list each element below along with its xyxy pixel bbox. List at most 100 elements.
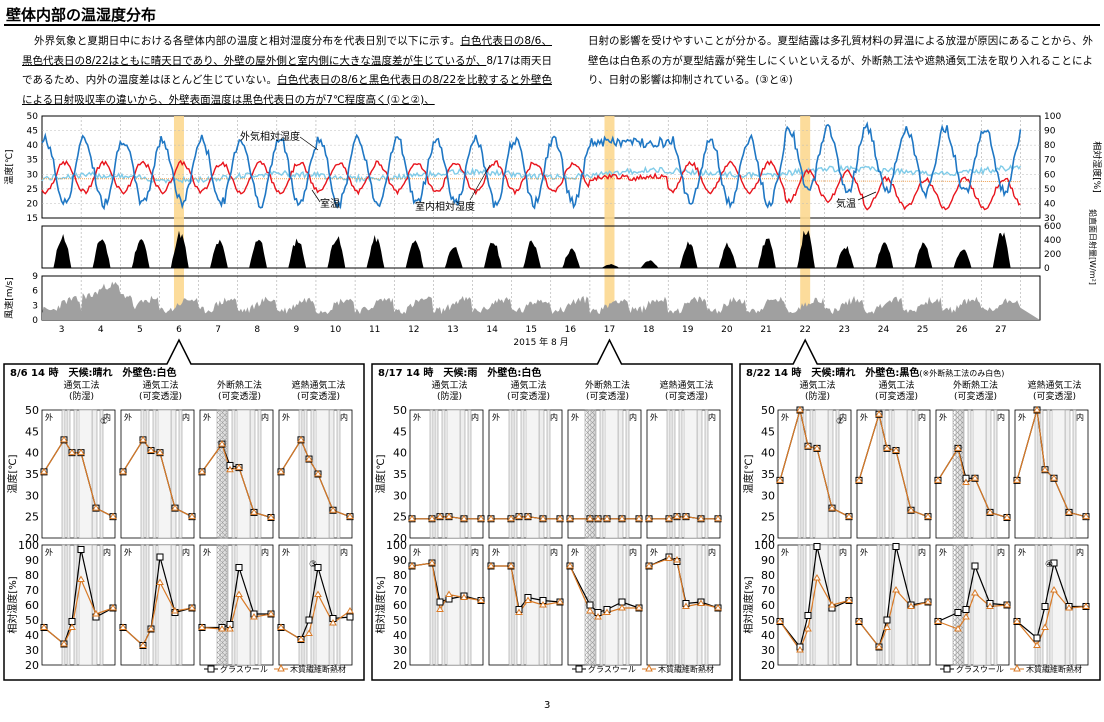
temp-tick: 45 bbox=[393, 425, 407, 438]
indoor-label: 内 bbox=[997, 412, 1005, 422]
cellulose-point bbox=[68, 623, 76, 630]
paragraph-left: 外界気象と夏期日中における各壁体内部の温度と相対湿度分布を代表日別で以下に示す。… bbox=[22, 32, 552, 110]
cellulose-point bbox=[60, 435, 68, 443]
legend-cf-label: 木質繊維断熱材 bbox=[1026, 664, 1082, 674]
legend-cf-marker bbox=[1013, 663, 1021, 672]
temp-tick: 45 bbox=[25, 425, 39, 438]
cellulose-point bbox=[428, 514, 436, 522]
exterior-insulation-layer bbox=[584, 409, 596, 539]
outdoor-label: 外 bbox=[124, 412, 132, 422]
rh-subplot-frame bbox=[409, 544, 484, 666]
indoor-label: 内 bbox=[340, 547, 348, 557]
annotation-indoor-rh: 室内相対湿度 bbox=[415, 200, 475, 213]
wall-layer bbox=[914, 409, 919, 539]
cellulose-point bbox=[907, 602, 915, 609]
outdoor-label: 外 bbox=[203, 547, 211, 557]
glasswool-point bbox=[883, 616, 891, 624]
wall-layer bbox=[467, 409, 472, 539]
annotation-leader bbox=[469, 164, 491, 201]
cellulose-point bbox=[92, 504, 100, 511]
wall-layer bbox=[993, 409, 998, 539]
panel-header-note: (※外断熱工法のみ白色) bbox=[919, 368, 1004, 378]
insulation-layer bbox=[972, 409, 987, 539]
indoor-label: 内 bbox=[340, 412, 348, 422]
cellulose-point bbox=[40, 467, 48, 475]
x-tick-day: 11 bbox=[369, 325, 380, 335]
wall-layer bbox=[625, 409, 630, 539]
cellulose-point bbox=[460, 514, 468, 522]
cellulose-point bbox=[986, 508, 994, 515]
x-tick-day: 3 bbox=[59, 325, 65, 335]
weather-ytick-right: 100 bbox=[1044, 112, 1061, 122]
wall-layer bbox=[1039, 409, 1044, 539]
wind-ytick: 6 bbox=[32, 287, 38, 297]
rh-tick: 40 bbox=[25, 629, 39, 642]
insulation-layer bbox=[1051, 409, 1066, 539]
indoor-label: 内 bbox=[708, 547, 716, 557]
wall-layer bbox=[599, 544, 604, 666]
cellulose-point bbox=[828, 601, 836, 608]
cellulose-point bbox=[804, 442, 812, 449]
cellulose-point bbox=[603, 608, 611, 615]
weather-ytick-left: 35 bbox=[27, 156, 38, 166]
wall-layer bbox=[985, 409, 992, 539]
cellulose-point bbox=[119, 623, 127, 630]
cellulose-point bbox=[346, 607, 354, 614]
weather-ytick-left: 45 bbox=[27, 127, 38, 137]
cellulose-point bbox=[147, 446, 155, 454]
cellulose-point bbox=[109, 604, 117, 611]
cellulose-point bbox=[68, 448, 76, 456]
cellulose-point bbox=[77, 575, 85, 582]
cellulose-point bbox=[156, 578, 164, 585]
wall-layer bbox=[508, 544, 513, 666]
glasswool-point bbox=[1050, 559, 1058, 567]
wall-layer bbox=[625, 544, 630, 666]
column-title: 通気工法 bbox=[878, 379, 914, 391]
wall-layer bbox=[797, 409, 802, 539]
cellulose-point bbox=[924, 598, 932, 605]
legend-glasswool-marker bbox=[207, 665, 215, 673]
weather-ytick-left: 40 bbox=[27, 141, 39, 151]
insulation-layer bbox=[525, 544, 540, 666]
wall-layer bbox=[546, 544, 551, 666]
cellulose-point bbox=[156, 448, 164, 456]
para-sentence-4: 白色代表日の8/6と黒色代表日の8/22を比較すると外壁色による日射吸収率の違い… bbox=[22, 74, 552, 106]
temp-subplot-frame bbox=[41, 409, 116, 539]
wall-layer bbox=[145, 544, 150, 666]
temp-tick: 30 bbox=[25, 489, 39, 502]
cellulose-point bbox=[813, 444, 821, 451]
wall-layer bbox=[704, 409, 709, 539]
glasswool-point bbox=[962, 606, 970, 613]
series-outdoor-rh bbox=[41, 121, 1022, 211]
indoor-label: 内 bbox=[708, 412, 716, 422]
cellulose-point bbox=[515, 608, 523, 615]
rh-tick: 100 bbox=[18, 539, 39, 552]
outdoor-label: 外 bbox=[492, 547, 500, 557]
wall-layer bbox=[459, 544, 466, 666]
temp-tick: 25 bbox=[393, 511, 407, 524]
cellulose-point bbox=[305, 455, 313, 462]
temp-tick: 25 bbox=[761, 511, 775, 524]
column-subtitle: (可変透湿) bbox=[297, 390, 340, 402]
temp-subplot-frame bbox=[199, 409, 274, 539]
wall-layer bbox=[671, 409, 676, 539]
cellulose-point bbox=[92, 610, 100, 617]
wall-layer bbox=[809, 544, 814, 666]
insulation-layer bbox=[525, 409, 540, 539]
wall-layer bbox=[178, 544, 183, 666]
outdoor-label: 外 bbox=[1018, 547, 1026, 557]
weather-ytick-left: 15 bbox=[27, 214, 38, 224]
rh-tick: 20 bbox=[393, 659, 407, 672]
cellulose-point bbox=[845, 512, 853, 520]
weather-ytick-left: 30 bbox=[27, 170, 39, 180]
cellulose-point bbox=[1033, 406, 1041, 413]
column-subtitle: (可変透湿) bbox=[665, 390, 708, 402]
cellulose-point bbox=[665, 554, 673, 561]
cellulose-point bbox=[971, 589, 979, 596]
wall-layer bbox=[671, 544, 676, 666]
cellulose-point bbox=[603, 514, 611, 522]
insulation-layer bbox=[814, 409, 829, 539]
wall-layer bbox=[178, 409, 183, 539]
cellulose-point bbox=[267, 513, 275, 521]
